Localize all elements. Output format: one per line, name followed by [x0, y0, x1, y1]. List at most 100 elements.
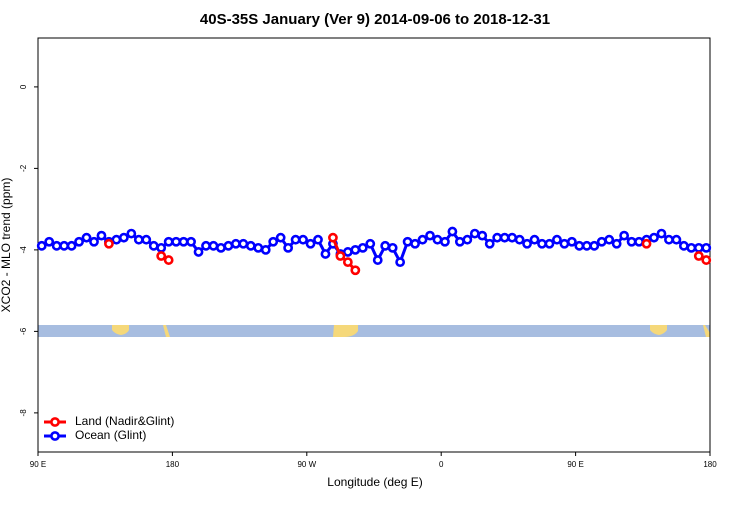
legend-label: Land (Nadir&Glint)	[75, 414, 174, 428]
data-point	[365, 238, 376, 249]
data-point	[298, 234, 308, 245]
data-point	[693, 251, 704, 261]
data-point	[656, 228, 667, 239]
data-point	[664, 234, 674, 245]
data-point	[305, 238, 316, 249]
land-blob	[703, 325, 710, 337]
x-tick-label: 0	[439, 460, 444, 469]
data-point	[372, 255, 383, 265]
data-point	[51, 240, 62, 251]
data-point	[671, 234, 682, 245]
data-point	[649, 232, 659, 243]
data-point	[566, 236, 577, 247]
data-point	[507, 232, 518, 243]
data-point	[283, 242, 294, 253]
chart-title: 40S-35S January (Ver 9) 2014-09-06 to 20…	[200, 11, 550, 28]
data-point	[552, 234, 562, 245]
data-point	[634, 236, 644, 247]
y-tick-label: -6	[19, 327, 28, 335]
y-axis-label: XCO2 - MLO trend (ppm)	[0, 178, 13, 313]
data-point	[380, 240, 391, 251]
data-point	[66, 240, 77, 251]
data-point	[425, 230, 435, 241]
data-point	[148, 240, 159, 251]
data-point	[328, 232, 338, 243]
data-point	[440, 236, 450, 247]
x-tick-label: 90 E	[30, 460, 46, 469]
data-point	[641, 238, 652, 249]
data-point	[223, 240, 234, 251]
land-blob	[112, 325, 129, 335]
data-point	[230, 238, 241, 249]
data-point	[469, 228, 480, 239]
data-point	[350, 265, 361, 276]
legend-marker	[50, 417, 60, 427]
data-point	[454, 236, 465, 247]
data-point	[611, 238, 622, 249]
data-point	[701, 255, 712, 265]
data-point	[492, 232, 503, 243]
x-tick-label: 180	[166, 460, 180, 469]
data-point	[320, 249, 331, 259]
data-point	[544, 238, 555, 249]
data-point	[290, 234, 301, 245]
data-point	[171, 236, 182, 247]
data-point	[313, 234, 323, 245]
data-point	[387, 242, 398, 253]
x-tick-label: 90 E	[567, 460, 583, 469]
legend-label: Ocean (Glint)	[75, 428, 146, 442]
data-point	[193, 247, 204, 257]
data-point	[678, 240, 689, 251]
data-point	[537, 238, 547, 249]
x-axis-label: Longitude (deg E)	[327, 475, 422, 489]
data-point	[81, 232, 92, 243]
data-point	[499, 232, 510, 243]
data-point	[402, 236, 413, 247]
data-point	[133, 234, 144, 245]
data-point	[104, 238, 114, 249]
y-tick-label: -2	[19, 164, 28, 172]
data-point	[216, 242, 226, 253]
data-point	[693, 242, 704, 253]
data-point	[96, 230, 107, 241]
data-point	[118, 232, 129, 243]
land-blob	[163, 325, 170, 337]
data-point	[350, 244, 361, 255]
data-point	[342, 247, 353, 257]
data-point	[484, 238, 495, 249]
data-point	[559, 238, 570, 249]
y-tick-label: 0	[19, 84, 28, 89]
data-point	[589, 240, 600, 251]
data-point	[626, 236, 637, 247]
y-tick-label: -4	[19, 246, 28, 254]
legend-marker	[50, 431, 60, 441]
data-point	[141, 234, 152, 245]
land-strip	[38, 325, 710, 337]
y-tick-label: -8	[19, 409, 28, 417]
land-blob	[650, 325, 667, 335]
data-point	[163, 255, 174, 265]
data-point	[701, 242, 712, 253]
data-point	[574, 240, 585, 251]
data-point	[581, 240, 592, 251]
data-point	[477, 230, 488, 241]
data-point	[126, 228, 137, 239]
data-point	[686, 242, 697, 253]
data-point	[529, 234, 540, 245]
data-point	[156, 251, 167, 261]
data-point	[395, 257, 406, 268]
data-point	[260, 244, 271, 255]
data-point	[275, 232, 286, 243]
data-point	[238, 238, 249, 249]
data-point	[357, 242, 368, 253]
data-point	[514, 234, 525, 245]
data-point	[201, 240, 211, 251]
data-point	[447, 226, 458, 237]
data-point	[335, 251, 346, 261]
data-point	[156, 242, 167, 253]
data-point	[59, 240, 70, 251]
data-point	[417, 234, 428, 245]
data-point	[596, 236, 607, 247]
